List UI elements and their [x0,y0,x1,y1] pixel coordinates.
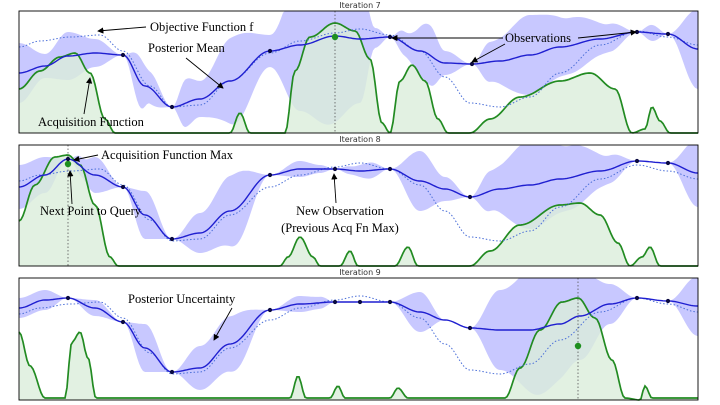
observation-point [332,299,338,305]
observation-point [469,61,475,67]
objective-function-line [18,295,698,375]
observation-point [65,156,71,162]
annotation-layer: Objective Function f Posterior Mean Obse… [38,20,637,341]
acquisition-function-label: Acquisition Function [38,115,145,129]
observation-point [267,172,273,178]
observation-point [467,194,473,200]
new-observation-arrow [331,173,338,204]
observations-label: Observations [505,31,571,45]
acquisition-function-fill [19,23,698,133]
acquisition-function-line [18,297,698,401]
observation-point [120,184,126,190]
observation-point [267,48,273,54]
panel-frame-iteration-9 [18,277,699,401]
observation-point [665,31,671,37]
observation-point [634,158,640,164]
observation-point [169,104,175,110]
observation-point [665,298,671,304]
posterior-uncertainty-arrow [213,307,233,341]
panel-frame-iteration-7 [18,10,699,134]
panel-iteration-9 [18,278,698,401]
observation-point [65,295,71,301]
acquisition-max-point [331,33,339,41]
observation-point [332,166,338,172]
panel-iteration-7 [18,11,698,134]
observation-point [120,319,126,325]
observation-point [169,369,175,375]
objective-function-line [18,28,698,108]
posterior-uncertainty-label: Posterior Uncertainty [128,292,236,306]
acquisition-function-fill [19,298,698,400]
acq-max-arrow [73,154,99,162]
acquisition-max-point [574,342,582,350]
observation-point [357,299,363,305]
observation-point [387,34,393,40]
objective-label: Objective Function f [150,20,254,34]
next-point-arrow [67,170,74,205]
observation-point [634,295,640,301]
acq-max-label: Acquisition Function Max [101,148,234,162]
acquisition-function-fill [19,155,698,266]
posterior-mean-line [18,31,698,108]
observation-point [120,52,126,58]
new-observation-label-line2: (Previous Acq Fn Max) [281,221,399,235]
observation-point [169,236,175,242]
observation-point [467,325,473,331]
observations-arrow-mid [471,43,506,63]
observations-arrow-right [577,29,637,39]
observation-point [387,166,393,172]
panel-title-iteration-8: Iteration 8 [339,135,381,144]
posterior-mean-label: Posterior Mean [148,41,225,55]
panel-frame-iteration-8 [18,144,699,267]
panel-title-iteration-9: Iteration 9 [339,268,381,277]
objective-arrow [97,26,147,34]
observation-point [665,160,671,166]
posterior-mean-line [18,158,698,240]
posterior-mean-arrow [185,57,224,89]
acquisition-function-arrow [83,77,93,115]
observation-point [387,299,393,305]
panel-title-iteration-7: Iteration 7 [339,1,381,10]
next-point-label: Next Point to Query [40,204,142,218]
acquisition-max-point [64,160,72,168]
observation-point [267,307,273,313]
new-observation-label-line1: New Observation [296,204,385,218]
objective-function-line [18,162,698,242]
